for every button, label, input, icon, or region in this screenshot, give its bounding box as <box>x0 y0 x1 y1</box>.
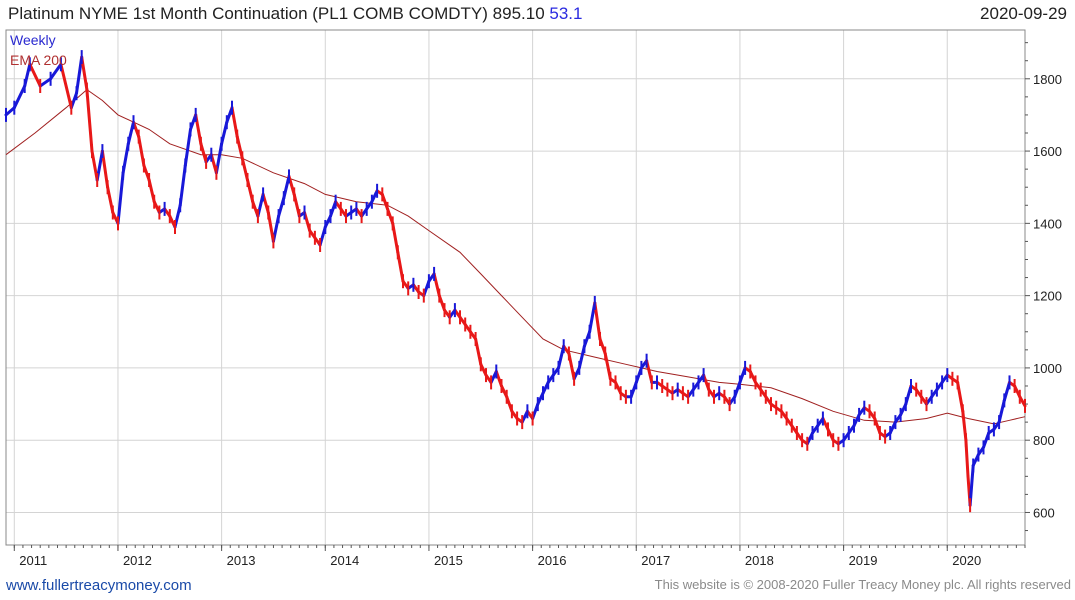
y-tick-label: 1800 <box>1033 72 1062 87</box>
grid-lines <box>6 30 1025 545</box>
last-change: 53.1 <box>549 4 583 23</box>
chart-date: 2020-09-29 <box>980 4 1067 23</box>
y-tick-label: 1000 <box>1033 361 1062 376</box>
x-tick-label: 2018 <box>745 553 774 568</box>
y-tick-label: 1400 <box>1033 216 1062 231</box>
x-tick-label: 2020 <box>952 553 981 568</box>
site-link[interactable]: www.fullertreacymoney.com <box>6 577 192 594</box>
x-tick-label: 2015 <box>434 553 463 568</box>
legend-weekly: Weekly <box>10 32 56 48</box>
x-tick-label: 2011 <box>19 553 47 568</box>
y-tick-label: 600 <box>1033 505 1055 520</box>
price-bar-segment <box>28 62 42 88</box>
price-bar-segment <box>85 88 94 153</box>
price-bar-segment <box>4 106 16 117</box>
x-tick-label: 2013 <box>227 553 256 568</box>
y-tick-label: 1200 <box>1033 289 1062 304</box>
price-bar-segment <box>116 171 125 225</box>
title-text: Platinum NYME 1st Month Continuation (PL… <box>8 4 545 23</box>
price-bar-segment <box>49 62 63 81</box>
ema-200-line <box>5 88 1026 425</box>
y-tick-label: 800 <box>1033 433 1055 448</box>
copyright-text: This website is © 2008-2020 Fuller Treac… <box>654 577 1071 592</box>
y-axis: 600 800 1000 1200 1400 1600 1800 <box>1025 42 1062 532</box>
x-tick-label: 2012 <box>123 553 152 568</box>
legend-ema: EMA 200 <box>10 52 67 68</box>
x-tick-label: 2014 <box>330 553 359 568</box>
price-bars <box>4 50 1027 513</box>
y-tick-label: 1600 <box>1033 144 1062 159</box>
chart-title: Platinum NYME 1st Month Continuation (PL… <box>8 4 582 24</box>
x-tick-label: 2017 <box>641 553 670 568</box>
price-bar-segment <box>12 84 27 110</box>
ema-line-group <box>5 88 1026 425</box>
x-tick-label: 2016 <box>538 553 567 568</box>
price-bar-segment <box>38 77 53 88</box>
x-axis: 2011 2012 2013 2014 2015 2016 2017 2018 2019 2020 <box>13 545 1026 568</box>
price-bar-segment <box>59 62 73 110</box>
x-tick-label: 2019 <box>849 553 878 568</box>
plot-frame <box>5 29 1026 546</box>
